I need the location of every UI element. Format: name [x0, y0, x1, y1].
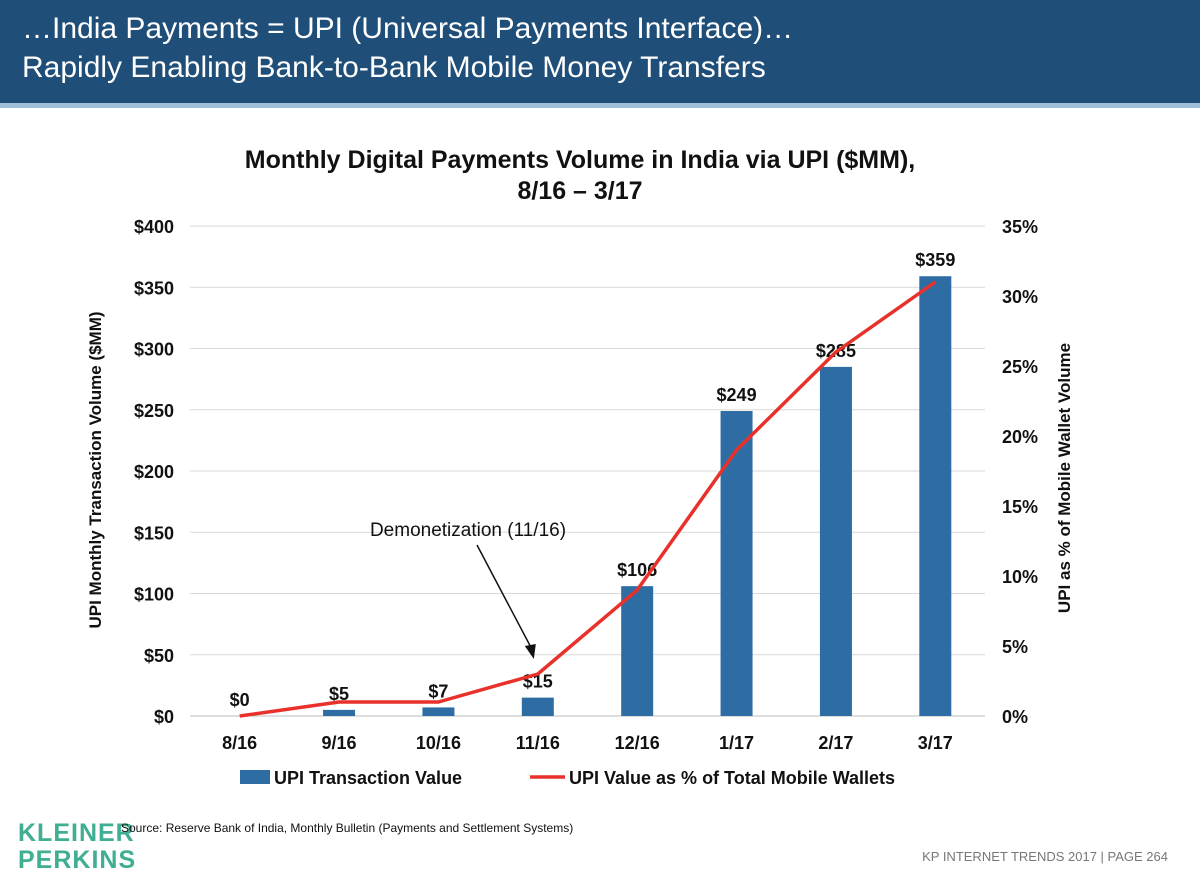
- y-tick-label: $100: [134, 585, 174, 605]
- source-note: Source: Reserve Bank of India, Monthly B…: [121, 821, 574, 835]
- y-right-tick-label: 30%: [1002, 287, 1038, 307]
- company-logo: KLEINER PERKINS: [18, 820, 136, 874]
- x-tick-label: 10/16: [416, 733, 461, 753]
- x-tick-label: 3/17: [918, 733, 953, 753]
- y-right-tick-label: 20%: [1002, 427, 1038, 447]
- y-axis-right-label: UPI as % of Mobile Wallet Volume: [1055, 343, 1074, 613]
- bar: [323, 709, 356, 716]
- bar: [422, 707, 455, 716]
- y-right-tick-label: 10%: [1002, 567, 1038, 587]
- legend-label-bars: UPI Transaction Value: [274, 768, 462, 788]
- chart-title-block: Monthly Digital Payments Volume in India…: [130, 145, 1030, 207]
- y-axis-label: UPI Monthly Transaction Volume ($MM): [86, 311, 105, 628]
- y-right-tick-label: 5%: [1002, 637, 1028, 657]
- bar: [621, 586, 654, 716]
- bar: [521, 697, 554, 716]
- bar-value-label: $7: [428, 681, 448, 701]
- bar-value-label: $5: [329, 684, 349, 704]
- header-divider: [0, 103, 1200, 108]
- y-right-tick-label: 0%: [1002, 707, 1028, 727]
- y-tick-label: $200: [134, 462, 174, 482]
- annotation-label: Demonetization (11/16): [370, 520, 566, 541]
- y-right-tick-label: 35%: [1002, 217, 1038, 237]
- line-series-percent: [239, 280, 937, 718]
- legend-label-line: UPI Value as % of Total Mobile Wallets: [569, 768, 895, 788]
- bar: [720, 410, 753, 716]
- y-right-tick-label: 15%: [1002, 497, 1038, 517]
- y-right-tick-label: 25%: [1002, 357, 1038, 377]
- logo-line-2: PERKINS: [18, 846, 137, 874]
- legend-swatch-bars: [240, 770, 270, 784]
- y-tick-label: $300: [134, 340, 174, 360]
- annotation-arrow-head: [524, 644, 536, 659]
- x-tick-label: 11/16: [516, 733, 560, 753]
- slide-title-line-2: Rapidly Enabling Bank-to-Bank Mobile Mon…: [22, 51, 766, 84]
- x-tick-label: 2/17: [818, 733, 853, 753]
- chart-title: Monthly Digital Payments Volume in India…: [244, 146, 916, 174]
- y-tick-label: $250: [134, 401, 174, 421]
- header-banner: [0, 0, 1200, 103]
- y-tick-label: $350: [134, 278, 174, 298]
- logo-line-1: KLEINER: [18, 819, 135, 847]
- bar-value-label: $249: [717, 385, 757, 405]
- x-tick-label: 1/17: [719, 733, 754, 753]
- bar-value-label: $359: [915, 250, 955, 270]
- bar: [919, 276, 952, 716]
- y-tick-label: $0: [154, 707, 174, 727]
- y-tick-label: $150: [134, 523, 174, 543]
- bar: [819, 366, 852, 716]
- footer-page-info: KP INTERNET TRENDS 2017 | PAGE 264: [922, 849, 1168, 864]
- x-tick-label: 9/16: [322, 733, 357, 753]
- y-tick-label: $400: [134, 217, 174, 237]
- slide-title-line-1: …India Payments = UPI (Universal Payment…: [22, 12, 794, 45]
- x-tick-label: 12/16: [615, 733, 660, 753]
- bar-value-label: $0: [230, 690, 250, 710]
- chart-subtitle: 8/16 – 3/17: [517, 177, 643, 205]
- x-tick-label: 8/16: [222, 733, 257, 753]
- y-tick-label: $50: [144, 646, 174, 666]
- annotation-arrow-shaft: [476, 544, 533, 650]
